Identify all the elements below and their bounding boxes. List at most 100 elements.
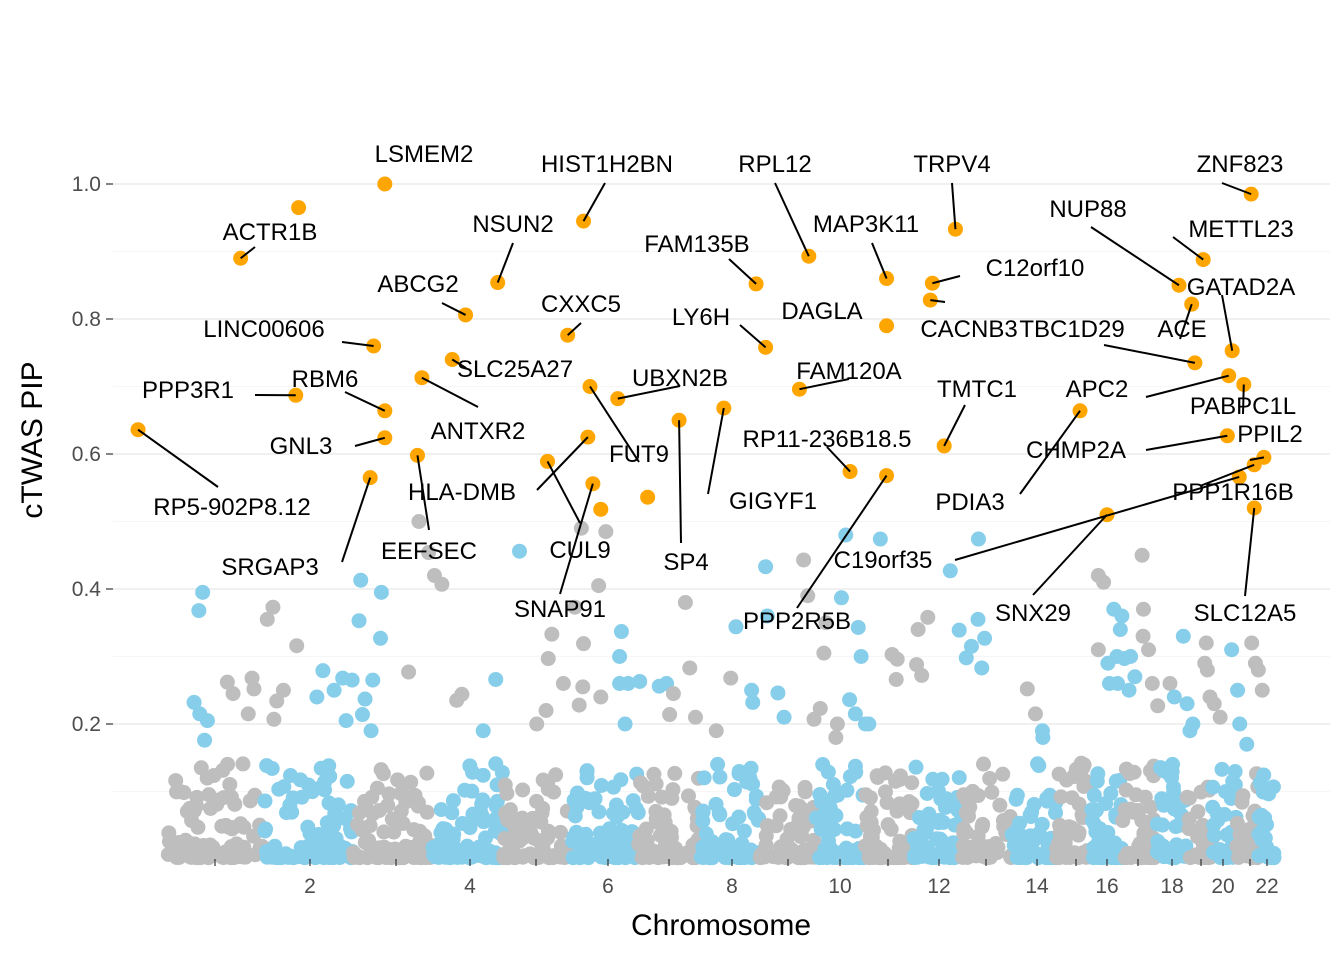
background-point	[246, 681, 262, 697]
baseline-point	[540, 776, 556, 792]
baseline-point	[442, 850, 458, 866]
baseline-point	[696, 770, 712, 786]
baseline-point	[625, 793, 641, 809]
baseline-point	[663, 823, 679, 839]
baseline-point	[736, 823, 752, 839]
baseline-point	[955, 849, 971, 865]
highlighted-point	[879, 318, 895, 334]
baseline-point	[610, 848, 626, 864]
baseline-point	[281, 848, 297, 864]
leader-line	[943, 404, 966, 447]
background-point	[1212, 709, 1228, 725]
leader-line	[496, 242, 514, 283]
leader-line	[582, 182, 606, 222]
baseline-point	[209, 796, 225, 812]
y-axis-title: cTWAS PIP	[16, 361, 49, 518]
baseline-point	[1191, 849, 1207, 865]
gene-label: PPP1R16B	[1172, 479, 1293, 506]
background-point	[818, 615, 834, 631]
gene-label: ZNF823	[1197, 151, 1284, 178]
baseline-point	[795, 802, 811, 818]
gene-label: ACE	[1157, 316, 1206, 343]
highlighted-point	[593, 501, 609, 517]
leader-line	[1249, 456, 1265, 461]
background-point	[723, 670, 739, 686]
baseline-point	[1115, 813, 1131, 829]
baseline-point	[768, 818, 784, 834]
background-point	[1112, 622, 1128, 637]
baseline-point	[904, 775, 920, 791]
baseline-point	[169, 784, 185, 800]
gene-label: PPP3R1	[142, 377, 234, 404]
leader-line	[341, 477, 372, 563]
baseline-point	[406, 822, 422, 838]
background-point	[411, 514, 427, 529]
baseline-point	[461, 848, 477, 864]
baseline-point	[327, 805, 343, 821]
background-point	[449, 692, 465, 708]
gene-label: DAGLA	[781, 298, 862, 325]
background-point	[829, 716, 845, 732]
background-point	[475, 723, 491, 739]
background-point	[344, 672, 360, 688]
baseline-point	[911, 810, 927, 826]
background-point	[401, 664, 417, 680]
baseline-point	[731, 809, 747, 825]
baseline-point	[1181, 821, 1197, 837]
x-tick-label: 18	[1160, 875, 1183, 898]
gene-label: GNL3	[270, 433, 333, 460]
baseline-point	[192, 850, 208, 866]
gene-label: LINC00606	[203, 316, 324, 343]
baseline-point	[328, 831, 344, 847]
baseline-point	[400, 791, 416, 807]
baseline-point	[1261, 786, 1277, 802]
background-point	[977, 630, 993, 646]
background-point	[1090, 642, 1106, 658]
gene-label: SRGAP3	[221, 554, 318, 581]
background-point	[632, 673, 648, 689]
baseline-point	[848, 764, 864, 780]
background-point	[612, 649, 628, 664]
background-point	[353, 572, 369, 588]
leader-line	[1244, 507, 1256, 597]
gene-label: GIGYF1	[729, 488, 817, 515]
background-point	[665, 686, 681, 702]
leader-line	[536, 436, 589, 491]
baseline-point	[1251, 809, 1267, 825]
gene-label: NSUN2	[472, 211, 553, 238]
baseline-point	[828, 808, 844, 824]
leader-line	[589, 385, 640, 463]
leader-line	[1199, 463, 1255, 487]
baseline-point	[1030, 850, 1046, 866]
baseline-point	[797, 779, 813, 795]
background-point	[617, 716, 633, 732]
gene-label: PPP2R5B	[743, 608, 851, 635]
leader-line	[354, 436, 386, 447]
baseline-point	[1156, 849, 1172, 865]
background-point	[758, 559, 774, 575]
baseline-point	[579, 770, 595, 786]
background-point	[963, 638, 979, 654]
background-point	[1096, 574, 1112, 590]
baseline-point	[920, 843, 936, 859]
background-point	[1019, 681, 1035, 697]
leader-line	[826, 446, 851, 473]
gene-label: SLC25A27	[457, 356, 573, 383]
background-point	[365, 672, 381, 688]
background-point	[571, 697, 587, 713]
baseline-point	[1131, 803, 1147, 819]
baseline-point	[870, 769, 886, 785]
background-point	[1144, 676, 1160, 691]
baseline-point	[1227, 777, 1243, 793]
baseline-point	[193, 760, 209, 776]
baseline-point	[982, 770, 998, 786]
leader-line	[932, 275, 961, 285]
baseline-point	[553, 824, 569, 840]
background-point	[225, 686, 241, 702]
gene-label: HIST1H2BN	[541, 151, 673, 178]
data-points	[130, 176, 1282, 866]
background-point	[1230, 682, 1246, 698]
baseline-point	[1092, 821, 1108, 837]
baseline-point	[507, 850, 523, 866]
baseline-point	[980, 839, 996, 855]
